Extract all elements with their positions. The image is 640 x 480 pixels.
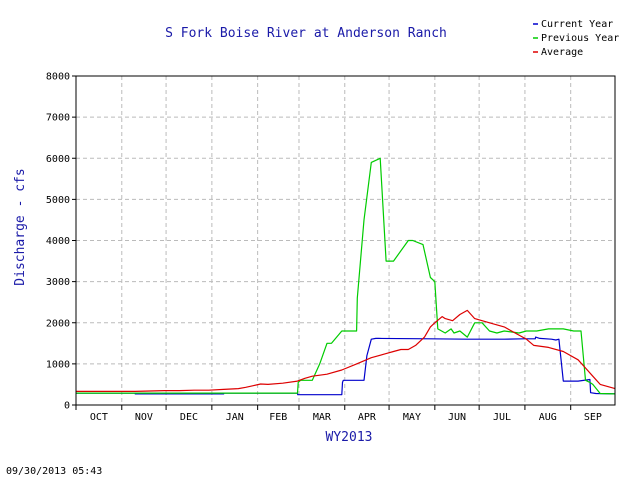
- x-tick-label: MAR: [313, 412, 332, 423]
- x-tick-label: FEB: [269, 412, 287, 423]
- y-axis-label: Discharge - cfs: [13, 168, 28, 285]
- timestamp: 09/30/2013 05:43: [6, 466, 102, 477]
- y-tick-label: 8000: [46, 72, 70, 83]
- y-tick-label: 2000: [46, 318, 70, 329]
- x-tick-label: JUL: [493, 412, 511, 423]
- y-axis-ticks: 0 1000 2000 3000 4000 5000 6000 7000 8000: [46, 72, 76, 412]
- legend: Current Year Previous Year Average: [533, 19, 619, 58]
- y-tick-label: 6000: [46, 154, 70, 165]
- series-line-previous-year: [76, 157, 616, 395]
- grid: [76, 76, 615, 405]
- x-tick-label: MAY: [403, 412, 421, 423]
- y-tick-label: 0: [64, 401, 70, 412]
- legend-entry: Previous Year: [541, 33, 619, 44]
- x-tick-label: SEP: [584, 412, 602, 423]
- x-tick-label: JAN: [226, 412, 244, 423]
- x-tick-label: NOV: [135, 412, 153, 423]
- y-tick-label: 4000: [46, 236, 70, 247]
- y-tick-label: 1000: [46, 359, 70, 370]
- legend-entry: Current Year: [541, 19, 613, 30]
- x-axis-label: WY2013: [326, 430, 373, 445]
- x-tick-label: OCT: [90, 412, 108, 423]
- y-tick-label: 5000: [46, 195, 70, 206]
- x-tick-label: JUN: [448, 412, 466, 423]
- chart-title: S Fork Boise River at Anderson Ranch: [165, 26, 447, 41]
- y-tick-label: 7000: [46, 113, 70, 124]
- plot-frame: [75, 75, 616, 406]
- plot-area: [76, 157, 616, 396]
- y-tick-label: 3000: [46, 277, 70, 288]
- x-axis-ticks: OCT NOV DEC JAN FEB MAR APR MAY JUN JUL AUG SEP: [75, 405, 602, 423]
- x-tick-label: AUG: [539, 412, 557, 423]
- x-tick-label: DEC: [180, 412, 198, 423]
- legend-entry: Average: [541, 47, 583, 58]
- series-line-average: [76, 309, 616, 392]
- x-tick-label: APR: [358, 412, 377, 423]
